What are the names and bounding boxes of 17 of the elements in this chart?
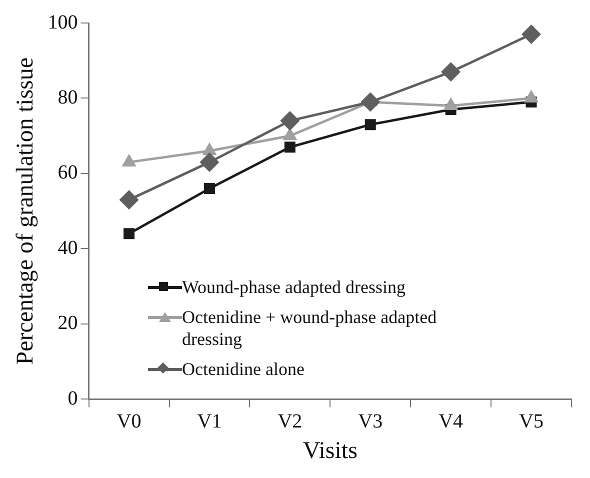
y-tick-label: 80: [58, 86, 78, 108]
y-tick-label: 20: [58, 312, 78, 334]
legend-label: Octenidine alone: [182, 358, 304, 380]
y-tick-label: 100: [48, 11, 78, 34]
y-tick-label: 60: [58, 162, 78, 184]
x-tick-label: V5: [519, 410, 544, 432]
legend-label: Octenidine + wound-phase adapted dressing: [182, 306, 438, 350]
y-tick-label: 0: [68, 387, 78, 410]
x-tick-label: V3: [358, 410, 383, 432]
legend-label: Wound-phase adapted dressing: [182, 276, 406, 298]
x-tick-label: V0: [116, 410, 142, 432]
y-axis-title: Percentage of granulation tissue: [12, 57, 39, 365]
x-tick-label: V1: [197, 410, 222, 432]
x-tick-label: V2: [278, 410, 302, 432]
x-axis-title: Visits: [302, 438, 358, 464]
x-tick-label: V4: [438, 410, 464, 432]
y-tick-label: 40: [58, 236, 78, 259]
